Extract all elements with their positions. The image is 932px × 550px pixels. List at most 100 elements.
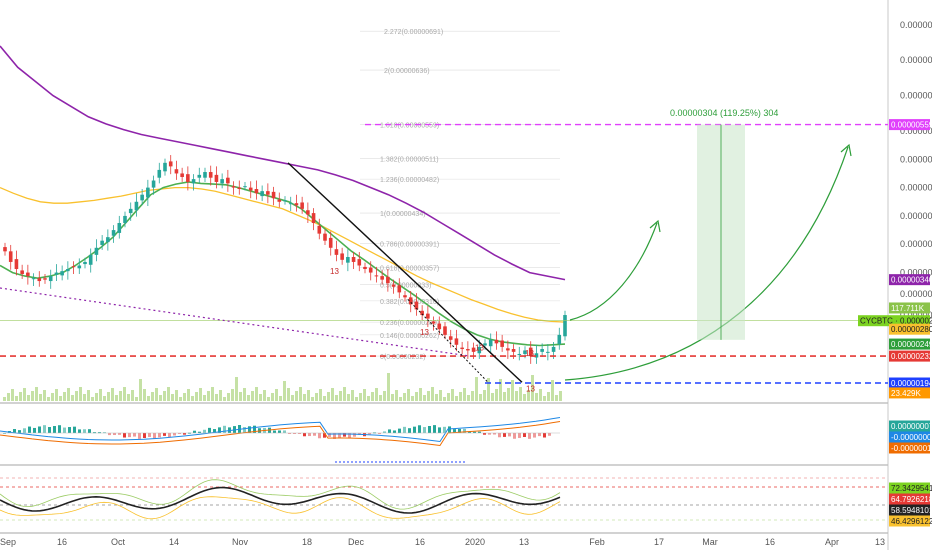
trend-drawings: 13 13 13 13 13 [0, 143, 852, 394]
wave-mark: 13 [330, 267, 339, 276]
time-axis-label: 16 [57, 537, 67, 547]
macd-histogram-bar [53, 426, 56, 433]
volume-bar [479, 394, 482, 401]
volume-bar [483, 390, 486, 401]
macd-histogram-bar [308, 433, 311, 437]
candle-body [346, 256, 350, 263]
volume-bar [299, 387, 302, 401]
macd-histogram-bar [133, 433, 136, 437]
candle-body [106, 237, 110, 243]
volume-bar [339, 391, 342, 401]
volume-bar [507, 388, 510, 401]
wave-mark: 13 [420, 328, 429, 337]
macd-histogram-bar [543, 433, 546, 438]
macd-histogram-bar [453, 429, 456, 433]
candle-body [540, 349, 544, 352]
candle-body [414, 301, 419, 310]
candle-body [117, 223, 122, 233]
time-axis-label: 17 [654, 537, 664, 547]
volume-bar [79, 387, 82, 401]
macd-histogram-bar [38, 426, 41, 433]
candle-body [88, 254, 93, 265]
rsi-tag-text: 58.59481012 [891, 506, 932, 515]
macd-histogram-bar [203, 429, 206, 433]
price-tag-text: 0.00000559 [891, 121, 932, 130]
volume-bar [555, 395, 558, 401]
macd-histogram-bar [193, 430, 196, 433]
macd-histogram-bar [508, 433, 511, 437]
volume-bar [255, 387, 258, 401]
candle-body [306, 210, 310, 215]
macd-histogram-bar [438, 427, 441, 433]
volume-bar [559, 391, 562, 401]
volume-bar [355, 397, 358, 401]
volume-bar [415, 392, 418, 401]
volume-bar [7, 393, 10, 401]
macd-histogram-bar [13, 429, 16, 433]
volume-bar [379, 395, 382, 401]
time-axis-label: Dec [348, 537, 365, 547]
candle-body [168, 161, 173, 167]
volume-bar [395, 390, 398, 401]
candle-body [157, 169, 162, 178]
volume-bar [367, 396, 370, 401]
macd-histogram-bar [398, 428, 401, 433]
volume-bar [235, 377, 238, 401]
price-tag-vol [889, 302, 930, 314]
volume-bar [259, 394, 262, 401]
volume-bar [171, 394, 174, 401]
price-tag-support [889, 377, 930, 389]
price-axis-label: 0.00000550 [900, 126, 932, 136]
macd-histogram-bar [278, 430, 281, 433]
volume-bar [195, 392, 198, 401]
macd-histogram-bar [293, 433, 296, 434]
candle-body [391, 284, 396, 287]
moving-averages [0, 45, 566, 347]
candle-body [363, 266, 367, 270]
volume-bar [527, 390, 530, 401]
candle-body [426, 313, 430, 319]
macd-tag-text: -0.00000005 [891, 433, 932, 442]
volume-bar [387, 373, 390, 401]
price-axis-label: 0.00000290 [900, 310, 932, 320]
price-axis-label: 0.00000320 [900, 289, 932, 299]
macd-histogram-bar [43, 425, 46, 433]
time-axis-label: 13 [519, 537, 529, 547]
macd-histogram-bar [428, 426, 431, 433]
macd-histogram-bar [168, 433, 171, 438]
macd-tag-text: 0.00000007 [891, 422, 932, 431]
volume-bar [503, 392, 506, 401]
price-tag-text: 0.00000249 [891, 340, 932, 349]
macd-histogram-bar [78, 429, 81, 433]
candle-body [557, 334, 562, 345]
candle-body [260, 191, 264, 197]
candle-body [54, 272, 59, 275]
candle-body [3, 247, 7, 252]
volume-bar [419, 388, 422, 401]
candle-body [323, 233, 327, 241]
macd-histogram-bar [123, 433, 126, 438]
candle-body [60, 271, 64, 276]
fib-level-label: 0(0.00000232) [380, 354, 426, 361]
volume-bar [423, 395, 426, 401]
volume-bar [179, 397, 182, 401]
volume-bar [63, 392, 66, 401]
candle-body [163, 162, 167, 172]
candle-body [146, 187, 150, 198]
volume-bar [251, 391, 254, 401]
wave-mark: 13 [526, 385, 535, 394]
candle-body [128, 208, 133, 214]
price-tag-text: 0.00000194 [891, 379, 932, 388]
volume-bar [147, 396, 150, 401]
macd-histogram-bar [68, 427, 71, 433]
candle-body [14, 259, 19, 270]
candle-body [243, 186, 247, 188]
candle-body [380, 276, 384, 280]
time-axis-label: 2020 [465, 537, 485, 547]
macd-histogram-bar [418, 425, 421, 433]
volume-bar [443, 397, 446, 401]
volume-bar [467, 395, 470, 401]
volume-bar [455, 396, 458, 401]
